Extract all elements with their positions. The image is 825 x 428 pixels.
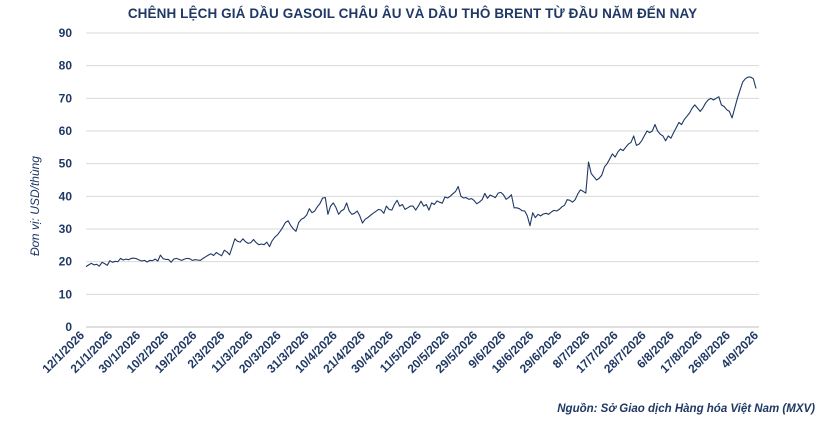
series-line [85, 76, 757, 268]
y-tick-label: 60 [59, 124, 73, 138]
y-tick-label: 90 [59, 26, 73, 40]
y-tick-label: 70 [59, 91, 73, 105]
y-tick-label: 0 [65, 320, 72, 334]
y-tick-label: 40 [59, 189, 73, 203]
y-tick-label: 30 [59, 222, 73, 236]
source-note: Nguồn: Sở Giao dịch Hàng hóa Việt Nam (M… [557, 403, 815, 415]
y-tick-label: 10 [59, 287, 73, 301]
chart-title: CHÊNH LỆCH GIÁ DẦU GASOIL CHÂU ÂU VÀ DẦU… [127, 6, 698, 21]
y-tick-label: 50 [59, 157, 73, 171]
y-tick-label: 20 [59, 255, 73, 269]
y-tick-label: 80 [59, 59, 73, 73]
